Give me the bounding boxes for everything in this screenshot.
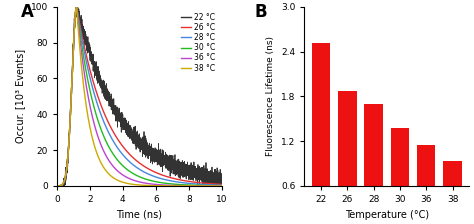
38 °C bbox=[73, 9, 79, 12]
26 °C bbox=[73, 9, 79, 12]
36 °C bbox=[118, 172, 123, 174]
22 °C bbox=[125, 126, 130, 129]
26 °C bbox=[198, 181, 204, 184]
30 °C bbox=[198, 184, 204, 187]
Line: 36 °C: 36 °C bbox=[57, 7, 222, 186]
Text: B: B bbox=[255, 3, 267, 21]
30 °C bbox=[118, 162, 123, 164]
Bar bbox=[391, 128, 409, 224]
28 °C bbox=[73, 9, 79, 12]
22 °C bbox=[118, 118, 123, 121]
22 °C bbox=[216, 176, 221, 179]
28 °C bbox=[216, 184, 221, 186]
22 °C bbox=[198, 179, 204, 181]
Text: A: A bbox=[20, 3, 34, 21]
Line: 38 °C: 38 °C bbox=[57, 7, 222, 186]
36 °C bbox=[82, 80, 88, 83]
38 °C bbox=[216, 185, 221, 187]
30 °C bbox=[82, 67, 88, 69]
22 °C bbox=[219, 177, 225, 180]
26 °C bbox=[82, 51, 88, 53]
30 °C bbox=[219, 184, 225, 187]
Bar bbox=[338, 91, 356, 224]
X-axis label: Time (ns): Time (ns) bbox=[116, 209, 163, 220]
Line: 28 °C: 28 °C bbox=[57, 7, 222, 186]
Bar bbox=[312, 43, 330, 224]
38 °C bbox=[219, 185, 225, 187]
38 °C bbox=[74, 5, 80, 8]
26 °C bbox=[74, 5, 80, 8]
36 °C bbox=[73, 9, 79, 12]
22 °C bbox=[73, 13, 79, 16]
30 °C bbox=[216, 184, 221, 187]
36 °C bbox=[198, 185, 204, 187]
30 °C bbox=[74, 5, 80, 8]
36 °C bbox=[125, 176, 130, 179]
28 °C bbox=[219, 184, 225, 187]
36 °C bbox=[74, 5, 80, 8]
Line: 22 °C: 22 °C bbox=[57, 7, 222, 186]
Bar bbox=[365, 104, 383, 224]
28 °C bbox=[198, 183, 204, 186]
38 °C bbox=[54, 185, 60, 187]
Y-axis label: Fluorescence Lifetime (ns): Fluorescence Lifetime (ns) bbox=[266, 36, 275, 156]
Y-axis label: Occur. [10³ Events]: Occur. [10³ Events] bbox=[15, 49, 25, 143]
Legend: 22 °C, 26 °C, 28 °C, 30 °C, 36 °C, 38 °C: 22 °C, 26 °C, 28 °C, 30 °C, 36 °C, 38 °C bbox=[178, 11, 218, 75]
26 °C bbox=[54, 185, 60, 187]
26 °C bbox=[219, 183, 225, 186]
Line: 26 °C: 26 °C bbox=[57, 7, 222, 186]
36 °C bbox=[216, 185, 221, 187]
22 °C bbox=[54, 185, 60, 187]
28 °C bbox=[125, 158, 130, 161]
26 °C bbox=[216, 183, 221, 185]
Bar bbox=[417, 145, 436, 224]
30 °C bbox=[125, 168, 130, 171]
38 °C bbox=[82, 100, 88, 102]
30 °C bbox=[54, 185, 60, 187]
22 °C bbox=[61, 185, 66, 187]
22 °C bbox=[83, 41, 89, 43]
36 °C bbox=[219, 185, 225, 187]
38 °C bbox=[198, 185, 204, 187]
Bar bbox=[443, 161, 462, 224]
26 °C bbox=[118, 142, 123, 144]
28 °C bbox=[54, 185, 60, 187]
28 °C bbox=[118, 150, 123, 153]
Line: 30 °C: 30 °C bbox=[57, 7, 222, 186]
X-axis label: Temperature (°C): Temperature (°C) bbox=[345, 209, 429, 220]
28 °C bbox=[74, 5, 80, 8]
28 °C bbox=[82, 56, 88, 59]
26 °C bbox=[125, 151, 130, 153]
38 °C bbox=[118, 180, 123, 183]
22 °C bbox=[73, 5, 78, 8]
38 °C bbox=[125, 182, 130, 185]
36 °C bbox=[54, 185, 60, 187]
30 °C bbox=[73, 9, 79, 12]
